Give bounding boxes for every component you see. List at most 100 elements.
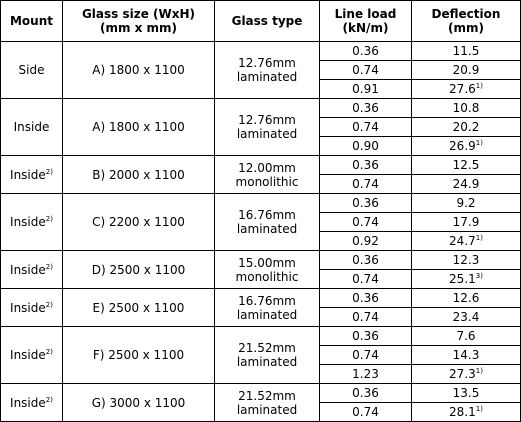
glass-size-cell: D) 2500 x 1100 bbox=[62, 250, 215, 289]
header-cell: Line load (kN/m) bbox=[319, 0, 412, 42]
deflection-cell: 26.91) bbox=[411, 136, 521, 156]
glass-size-cell: B) 2000 x 1100 bbox=[62, 155, 215, 194]
table-row: 0.92 24.71) bbox=[1, 231, 521, 251]
deflection: 28.1 bbox=[449, 405, 476, 419]
line-load-cell: 0.92 bbox=[319, 231, 412, 251]
deflection: 23.4 bbox=[452, 310, 480, 324]
mount-cell: Inside2) bbox=[0, 383, 63, 422]
deflection: 26.9 bbox=[449, 139, 476, 153]
footnote-ref: 3) bbox=[475, 272, 483, 280]
table-header: Mount Glass size (WxH) (mm x mm) Glass typ… bbox=[0, 0, 521, 42]
deflection: 7.6 bbox=[456, 329, 476, 343]
table-row: Inside A) 1800 x 1100 12.76mm laminated 0.3… bbox=[0, 98, 521, 156]
deflection-cell: 20.9 bbox=[411, 60, 521, 80]
deflection: 27.3 bbox=[449, 367, 476, 381]
footnote-ref: 2) bbox=[45, 262, 53, 271]
glass-size-cell: A) 1800 x 1100 bbox=[62, 41, 215, 99]
line-load-cell: 0.36 bbox=[319, 41, 412, 61]
deflection-cell: 9.2 bbox=[411, 193, 521, 213]
deflection: 24.7 bbox=[449, 234, 476, 248]
deflection: 14.3 bbox=[452, 348, 480, 362]
deflection-cell: 11.5 bbox=[411, 41, 521, 61]
mount-cell: Inside2) bbox=[0, 250, 63, 289]
footnote-ref: 1) bbox=[475, 405, 483, 413]
table-row: 0.74 17.9 bbox=[1, 212, 521, 232]
deflection-cell: 10.8 bbox=[411, 98, 521, 118]
deflection-cell: 7.6 bbox=[411, 326, 521, 346]
table-row: 0.74 14.3 bbox=[1, 345, 521, 365]
glass-size-cell: C) 2200 x 1100 bbox=[62, 193, 215, 251]
table-row: Side A) 1800 x 1100 12.76mm laminated 0.36 1… bbox=[0, 41, 521, 99]
line-load-cell: 0.74 bbox=[319, 307, 412, 327]
header-row: Mount Glass size (WxH) (mm x mm) Glass typ… bbox=[0, 0, 521, 42]
deflection-cell: 24.71) bbox=[411, 231, 521, 251]
deflection: 24.9 bbox=[452, 177, 480, 191]
deflection: 20.2 bbox=[452, 120, 480, 134]
table-row: Inside2) D) 2500 x 1100 15.00mm monolithic… bbox=[0, 250, 521, 289]
table-row: Inside2) F) 2500 x 1100 21.52mm laminated 0… bbox=[0, 326, 521, 384]
table-row: Inside2) C) 2200 x 1100 16.76mm laminated 0… bbox=[0, 193, 521, 251]
footnote-ref: 2) bbox=[45, 395, 53, 404]
deflection-cell: 28.11) bbox=[411, 402, 521, 422]
deflection: 17.9 bbox=[452, 215, 480, 229]
deflection-cell: 27.61) bbox=[411, 79, 521, 99]
line-load-cell: 0.36 bbox=[319, 98, 412, 118]
deflection-cell: 25.13) bbox=[411, 269, 521, 289]
line-load-cell: 0.74 bbox=[319, 212, 412, 232]
deflection-cell: 12.3 bbox=[411, 250, 521, 270]
footnote-ref: 2) bbox=[45, 300, 53, 309]
glass-type-cell: 12.76mm laminated bbox=[214, 41, 320, 99]
table-row: Inside2) B) 2000 x 1100 12.00mm monolithic… bbox=[0, 155, 521, 194]
deflection-cell: 17.9 bbox=[411, 212, 521, 232]
glass-size-cell: G) 3000 x 1100 bbox=[62, 383, 215, 422]
glass-type-cell: 16.76mm laminated bbox=[214, 288, 320, 327]
mount: Inside bbox=[10, 300, 46, 315]
footnote-ref: 2) bbox=[45, 215, 53, 223]
mount: Side bbox=[18, 63, 45, 77]
glass-type-cell: 21.52mm laminated bbox=[214, 326, 320, 384]
mount: Inside bbox=[10, 215, 46, 229]
line-load-cell: 0.90 bbox=[319, 136, 412, 156]
line-load-cell: 0.36 bbox=[319, 288, 412, 308]
line-load-cell: 0.36 bbox=[319, 250, 412, 270]
mount: Inside bbox=[10, 262, 46, 277]
mount-cell: Inside bbox=[0, 98, 63, 156]
deflection: 12.5 bbox=[452, 158, 480, 172]
mount: Inside bbox=[10, 348, 46, 362]
line-load-cell: 0.36 bbox=[319, 155, 412, 175]
deflection: 25.1 bbox=[449, 272, 476, 286]
mount-cell: Inside2) bbox=[0, 288, 63, 327]
line-load-cell: 0.74 bbox=[319, 60, 412, 80]
line-load-cell: 0.36 bbox=[319, 326, 412, 346]
glass-size-cell: F) 2500 x 1100 bbox=[62, 326, 215, 384]
glass-type-cell: 21.52mm laminated bbox=[214, 383, 320, 422]
footnote-ref: 2) bbox=[45, 167, 53, 176]
line-load-cell: 0.74 bbox=[319, 402, 412, 422]
glass-type-cell: 16.76mm laminated bbox=[214, 193, 320, 251]
footnote-ref: 1) bbox=[475, 139, 483, 147]
line-load-cell: 0.74 bbox=[319, 117, 412, 137]
header-cell: Deflection (mm) bbox=[411, 0, 521, 42]
mount-cell: Inside2) bbox=[0, 155, 63, 194]
line-load-cell: 0.36 bbox=[319, 193, 412, 213]
glass-type-cell: 15.00mm monolithic bbox=[214, 250, 320, 289]
table-row: 0.90 26.91) bbox=[1, 136, 521, 156]
deflection-cell: 14.3 bbox=[411, 345, 521, 365]
deflection: 20.9 bbox=[452, 63, 480, 77]
footnote-ref: 1) bbox=[475, 82, 483, 90]
table-row: Inside2) E) 2500 x 1100 16.76mm laminated 0… bbox=[0, 288, 521, 327]
glass-size-cell: A) 1800 x 1100 bbox=[62, 98, 215, 156]
deflection-cell: 12.5 bbox=[411, 155, 521, 175]
header-cell: Glass size (WxH) (mm x mm) bbox=[62, 0, 215, 42]
glass-type-cell: 12.00mm monolithic bbox=[214, 155, 320, 194]
mount-cell: Inside2) bbox=[0, 326, 63, 384]
footnote-ref: 1) bbox=[475, 234, 483, 242]
deflection-cell: 13.5 bbox=[411, 383, 521, 403]
mount: Inside bbox=[10, 395, 46, 410]
mount: Inside bbox=[10, 167, 46, 182]
line-load-cell: 1.23 bbox=[319, 364, 412, 384]
deflection-cell: 12.6 bbox=[411, 288, 521, 308]
line-load-cell: 0.36 bbox=[319, 383, 412, 403]
